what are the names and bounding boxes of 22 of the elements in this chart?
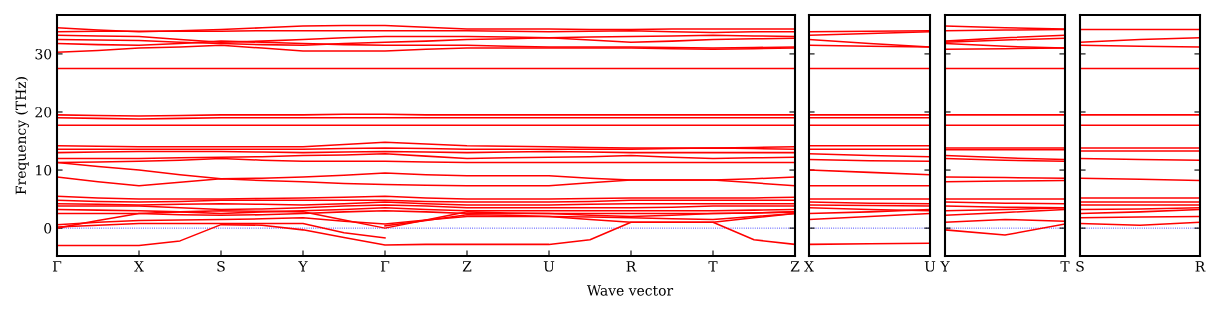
x-tick-label: S — [217, 261, 225, 272]
x-tick-label: Z — [462, 261, 472, 272]
x-tick-label: Y — [298, 261, 308, 272]
x-tick-label: X — [134, 261, 144, 272]
x-tick-label: Γ — [52, 261, 62, 272]
x-tick-label: Z — [790, 261, 800, 272]
x-axis-title: Wave vector — [586, 285, 674, 296]
x-tick-label: Γ — [380, 261, 390, 272]
x-tick-label: S — [1076, 261, 1084, 272]
y-tick-label: 20 — [35, 106, 52, 118]
x-tick-label: R — [1195, 261, 1206, 272]
x-tick-label: R — [626, 261, 637, 272]
y-tick-label: 10 — [36, 165, 52, 176]
y-axis-title: Frequency (THz) — [15, 77, 29, 195]
y-tick-label: 0 — [44, 223, 52, 234]
x-tick-label: U — [543, 261, 555, 272]
x-tick-label: U — [924, 261, 936, 272]
x-tick-label: T — [708, 261, 718, 272]
y-tick-label: 30 — [35, 48, 52, 60]
x-tick-label: X — [804, 261, 814, 272]
x-tick-label: T — [1060, 261, 1070, 272]
x-tick-label: Y — [940, 261, 950, 272]
